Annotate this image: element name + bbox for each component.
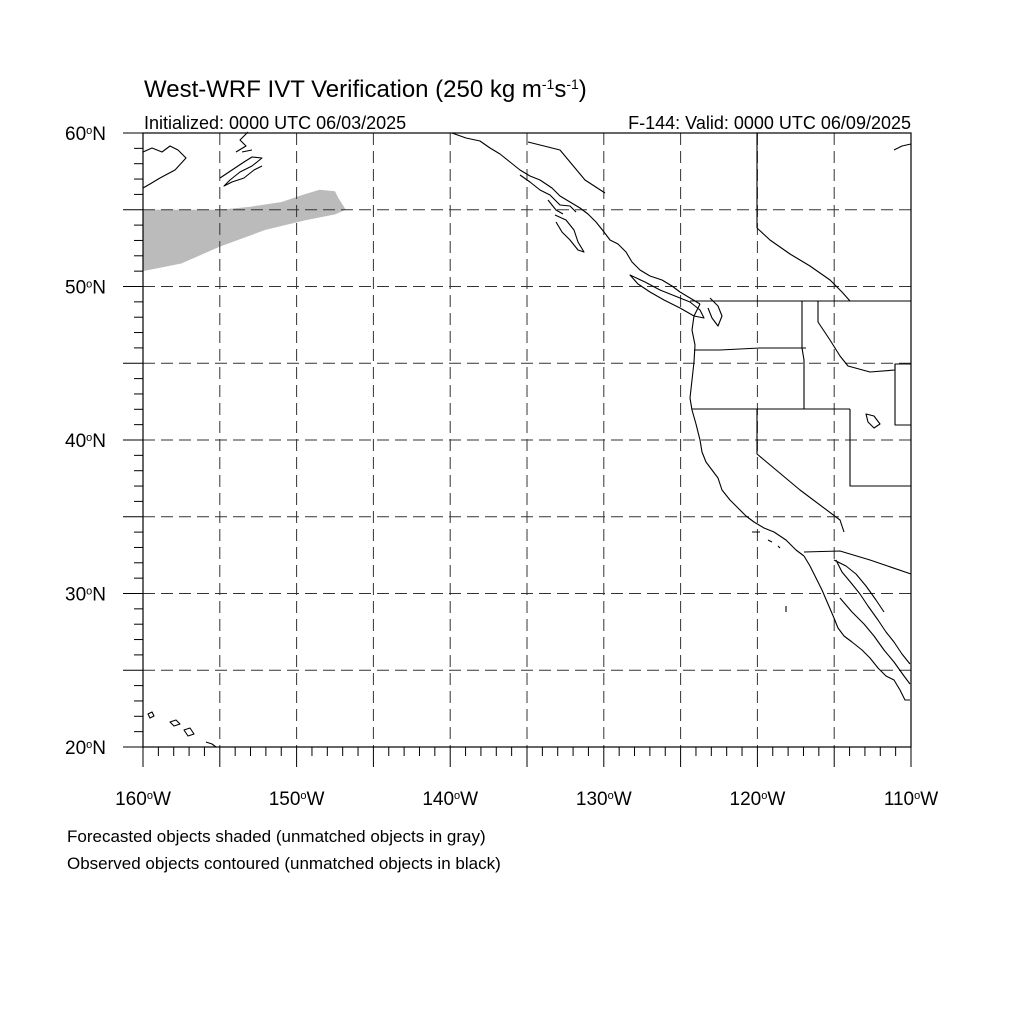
longitude-label-140: 140oW (422, 789, 478, 810)
alberta-bc-border (756, 227, 851, 302)
initialized-label: Initialized: 0000 UTC 06/03/2025 (144, 113, 406, 133)
us-west-coast (689, 303, 805, 557)
channel-islands (752, 531, 787, 612)
title-exponent-2: -1 (566, 76, 579, 92)
longitude-label-160: 160oW (115, 789, 171, 810)
chart-title: West-WRF IVT Verification (250 kg m-1s-1… (144, 76, 587, 103)
vancouver-island (629, 274, 705, 319)
gulf-of-california (833, 559, 911, 665)
puget-sound (707, 297, 723, 327)
ca-nv-border (756, 409, 845, 533)
great-salt-lake (865, 413, 881, 429)
mainland-mexico-coast (839, 597, 911, 685)
longitude-label-130: 130oW (576, 789, 632, 810)
southeast-alaska-coast (451, 132, 701, 305)
footnote-observed: Observed objects contoured (unmatched ob… (67, 854, 501, 873)
latitude-label-30: 30oN (65, 585, 106, 606)
nv-az-border (849, 409, 911, 487)
title-exponent-1: -1 (542, 76, 555, 92)
latitude-label-20: 20oN (65, 738, 106, 759)
axis-ticks (123, 132, 912, 767)
longitude-label-110: 110oW (884, 789, 938, 810)
alaska-coast (142, 145, 263, 189)
title-end: ) (579, 76, 587, 103)
gridlines (143, 133, 911, 747)
wa-id-border (801, 301, 805, 409)
hudson-coast (893, 143, 912, 151)
latitude-label-40: 40oN (65, 431, 106, 452)
wa-or-border (694, 347, 806, 351)
us-mexico-border (803, 550, 912, 575)
panhandle-islands (519, 174, 585, 253)
alaska-islands (235, 131, 253, 153)
hawaii-islands (147, 711, 217, 748)
longitude-label-150: 150oW (269, 789, 325, 810)
title-mid: s (554, 76, 566, 103)
latitude-labels: 60oN 50oN 40oN 30oN 20oN (65, 124, 106, 759)
latitude-label-60: 60oN (65, 124, 106, 145)
title-main: West-WRF IVT Verification (250 kg m (144, 76, 542, 103)
coastlines-and-borders (142, 131, 912, 748)
latitude-label-50: 50oN (65, 278, 106, 299)
valid-label: F-144: Valid: 0000 UTC 06/09/2025 (628, 113, 911, 133)
wyoming-border (894, 364, 911, 426)
baja-california (803, 555, 910, 701)
map-plot-area (142, 131, 912, 748)
footnote-forecast: Forecasted objects shaded (unmatched obj… (67, 827, 486, 846)
longitude-labels: 160oW 150oW 140oW 130oW 120oW 110oW (115, 789, 938, 810)
longitude-label-120: 120oW (730, 789, 786, 810)
bc-interior-coast (527, 141, 606, 194)
